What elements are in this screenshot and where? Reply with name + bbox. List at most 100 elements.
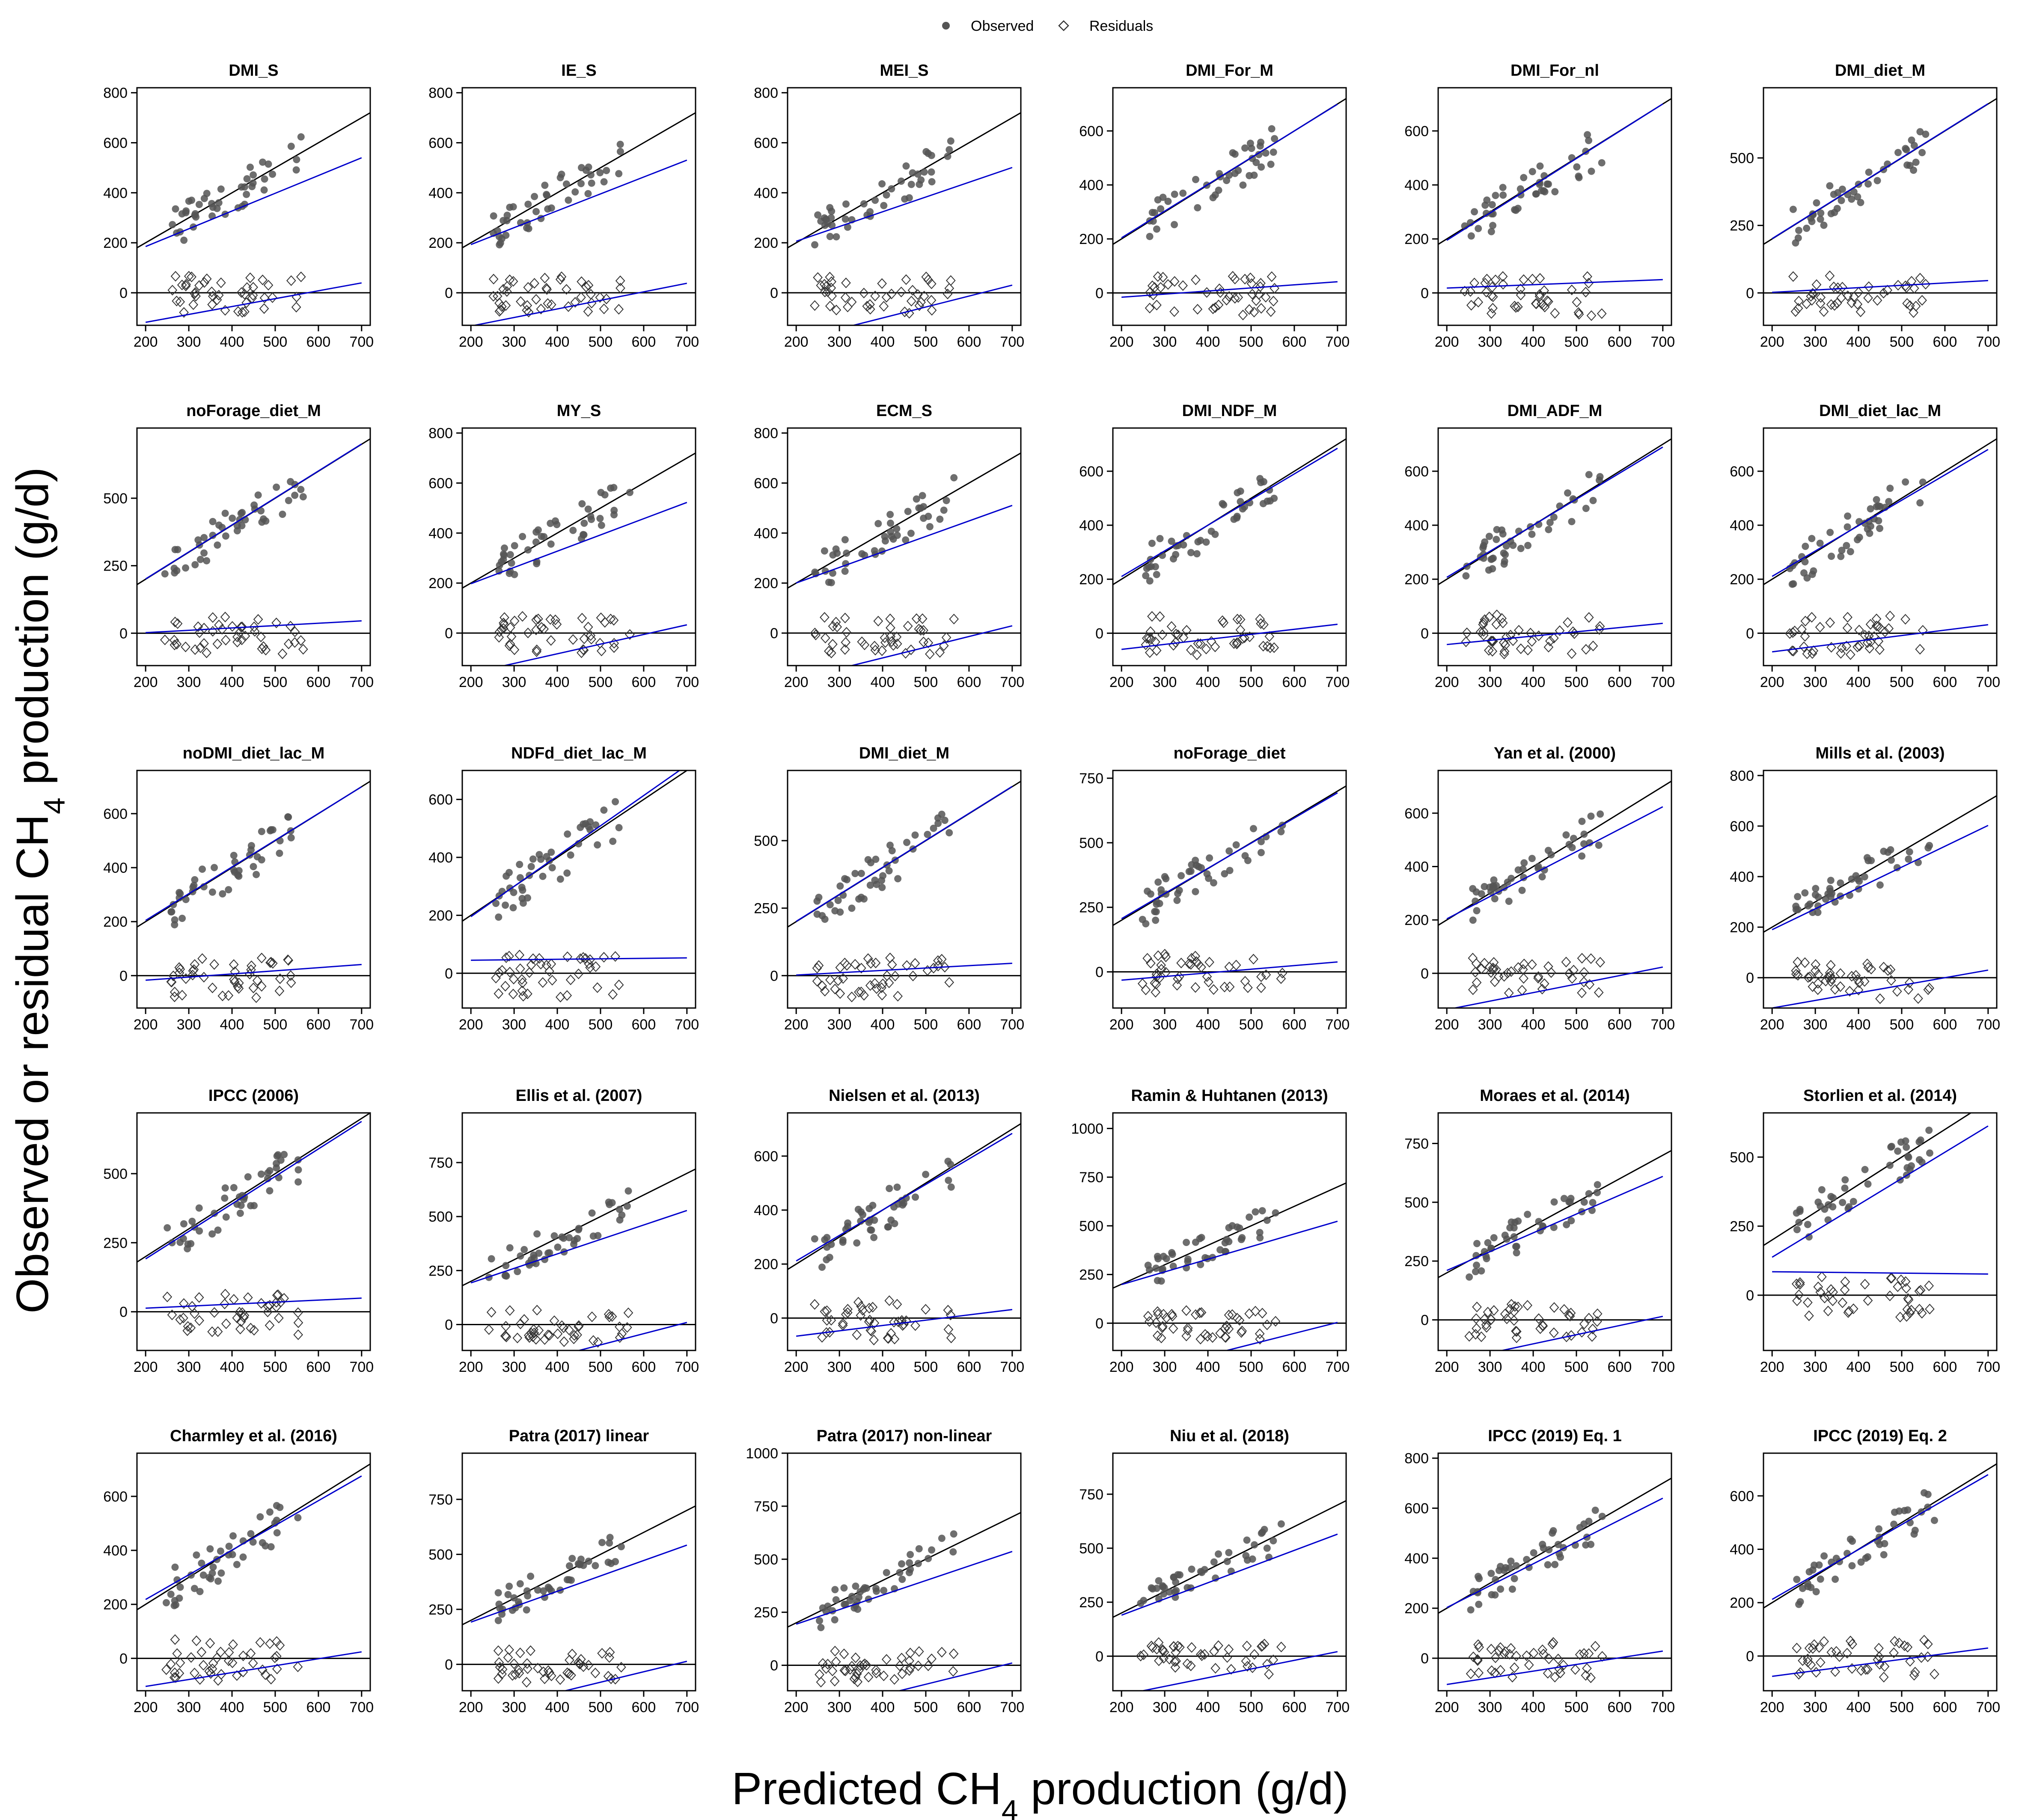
x-tick-label: 200 [134,1017,158,1033]
residual-point [504,951,514,962]
x-tick-label: 600 [957,1017,981,1033]
x-tick-label: 500 [1239,674,1264,690]
observed-point [1168,537,1175,545]
residual-point [1905,1308,1915,1319]
observed-point [1490,883,1498,890]
observed-point [564,830,571,838]
observed-point [624,1187,632,1195]
observed-point [1827,877,1835,884]
panel: Ramin & Huhtanen (2013)200 300 400 500 600 70… [1071,1087,1350,1375]
observed-point [1517,544,1525,552]
observed-point [200,534,208,541]
residual-point [517,977,528,988]
residual-point [503,1652,513,1663]
residual-point [216,277,226,288]
observed-point [293,156,300,164]
residual-point [1875,993,1885,1004]
observed-point [1891,1508,1898,1516]
residual-point [1825,967,1835,978]
observed-point [886,519,894,527]
residual-point [1909,283,1919,294]
observed-point [1587,812,1595,820]
observed-point [1551,188,1559,196]
observed-point [1837,879,1844,887]
observed-point [510,1594,518,1602]
residual-point [1828,1295,1838,1306]
observed-point [1544,180,1552,188]
residual-point [865,1314,875,1326]
residual-point [1169,1641,1179,1652]
y-tick-label: 200 [754,1256,778,1273]
residual-point [882,970,892,981]
observed-point [209,518,217,526]
panel-frame [136,770,371,1009]
observed-point [229,514,236,522]
plot-area [137,780,370,1003]
x-tick-label: 500 [914,674,938,690]
residual-point [1535,1323,1545,1334]
observed-point [1157,890,1165,898]
residual-point [540,1673,550,1684]
residual-point [1268,296,1279,306]
y-tick-label: 400 [1404,859,1429,875]
observed-point [1493,535,1500,543]
observed-point [1544,847,1552,854]
observed-point [1194,204,1201,211]
observed-point [616,1205,623,1213]
residual-point [1567,973,1577,984]
observed-fit-line [1772,103,1989,239]
observed-point [1502,542,1510,550]
observed-point [266,1508,274,1516]
residual-point [864,1303,874,1314]
observed-point [603,167,610,174]
residual-point [1511,1326,1521,1337]
residual-point [614,979,624,990]
observed-point [1546,519,1554,526]
residual-point [1519,973,1528,984]
x-tick-label: 700 [1976,674,2000,690]
x-tick-label: 500 [263,1017,288,1033]
observed-point [1511,1575,1518,1582]
observed-point [914,1560,922,1567]
y-axis-title: Observed or residual CH4 production (g/d… [7,467,71,1313]
residual-point [291,302,301,313]
x-tick-label: 300 [1153,334,1177,350]
observed-point [195,1204,203,1212]
observed-point [1510,1233,1518,1241]
residual-point [523,1663,533,1674]
observed-point [519,899,527,907]
residual-point [1210,1663,1221,1674]
residual-point [1874,1651,1884,1662]
residual-point [270,1652,280,1663]
residual-point [1792,1295,1802,1306]
observed-point [229,1551,236,1558]
observed-point [565,196,572,204]
observed-point [577,180,585,187]
residual-point [256,981,267,992]
residual-point [566,1670,576,1681]
plot-area [137,1113,370,1340]
observed-point [490,212,497,220]
residual-point [586,630,596,641]
y-tick-label: 0 [1746,285,1754,301]
observed-point [1154,1252,1161,1260]
residual-point [246,1648,256,1659]
observed-point [230,866,238,874]
residual-point [888,640,898,651]
residual-point [1799,641,1809,652]
residual-point [507,1670,517,1681]
y-tick-label: 400 [1730,869,1754,885]
residual-point [871,1665,881,1676]
residual-point [1871,613,1882,625]
residual-point [236,287,247,298]
residual-point [810,1299,820,1310]
residual-point [946,1309,956,1320]
x-tick-label: 300 [177,674,201,690]
observed-point [585,1558,592,1565]
residual-fit-line [850,284,1013,325]
y-tick-label: 400 [103,1543,128,1559]
residual-point [541,283,551,294]
y-tick-label: 400 [103,185,128,201]
observed-point [544,1583,552,1591]
observed-point [1585,1190,1593,1198]
